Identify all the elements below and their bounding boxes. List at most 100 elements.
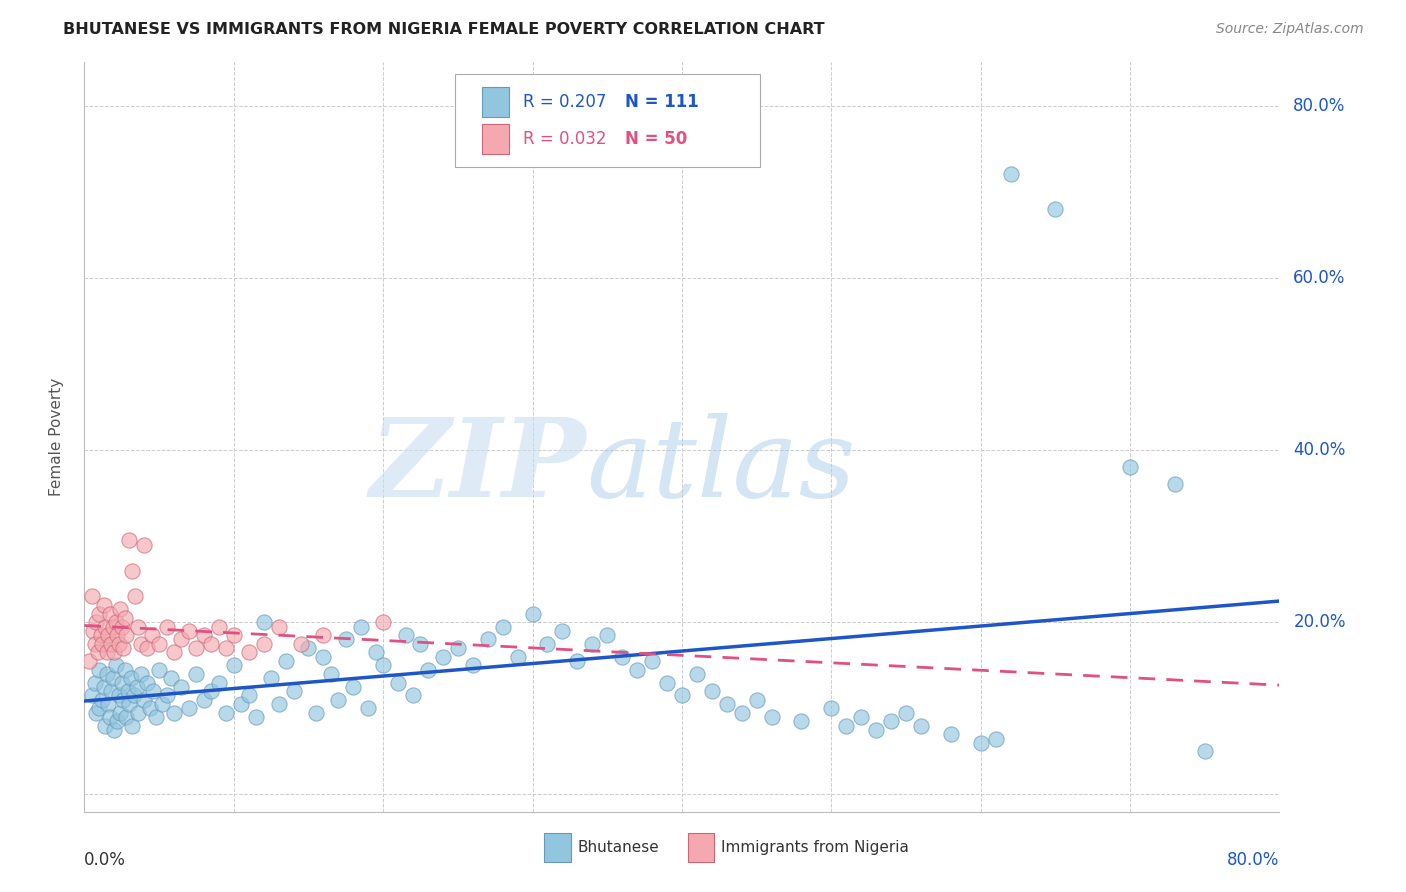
Point <box>208 619 231 633</box>
Point <box>83 675 105 690</box>
Point <box>89 607 111 621</box>
Point <box>238 689 260 703</box>
Point <box>567 654 589 668</box>
Point <box>163 645 186 659</box>
Point <box>136 675 159 690</box>
Point <box>1164 477 1187 491</box>
FancyBboxPatch shape <box>482 125 509 154</box>
Point <box>700 684 723 698</box>
Point <box>87 645 110 659</box>
Point <box>432 649 454 664</box>
Point <box>267 697 290 711</box>
Point <box>148 637 170 651</box>
Point <box>93 598 115 612</box>
Point <box>312 649 335 664</box>
Point <box>105 628 128 642</box>
Point <box>103 723 125 737</box>
Text: 80.0%: 80.0% <box>1227 851 1279 869</box>
Point <box>671 689 693 703</box>
Point <box>910 718 932 732</box>
Point <box>136 641 159 656</box>
Point <box>107 637 129 651</box>
Text: R = 0.032: R = 0.032 <box>523 130 606 148</box>
Point <box>86 706 108 720</box>
Point <box>98 607 121 621</box>
Point <box>118 533 141 548</box>
Point <box>231 697 253 711</box>
Text: 0.0%: 0.0% <box>84 851 127 869</box>
Point <box>215 706 238 720</box>
Text: 40.0%: 40.0% <box>1294 441 1346 459</box>
Point <box>80 590 103 604</box>
Point <box>89 663 111 677</box>
Point <box>461 658 484 673</box>
Point <box>98 710 121 724</box>
Point <box>101 619 124 633</box>
FancyBboxPatch shape <box>482 87 509 117</box>
Point <box>238 645 260 659</box>
Point <box>114 663 136 677</box>
Point <box>122 689 145 703</box>
Point <box>342 680 364 694</box>
Point <box>364 645 387 659</box>
Point <box>163 706 186 720</box>
Point <box>132 538 156 552</box>
Text: 80.0%: 80.0% <box>1294 96 1346 114</box>
Point <box>1045 202 1067 216</box>
Point <box>170 632 193 647</box>
Point <box>447 641 470 656</box>
Point <box>94 619 117 633</box>
Point <box>100 684 122 698</box>
Text: N = 111: N = 111 <box>624 93 699 111</box>
Point <box>104 658 127 673</box>
Point <box>312 628 335 642</box>
Point <box>83 637 105 651</box>
Point <box>1194 744 1216 758</box>
Point <box>851 710 873 724</box>
Point <box>200 637 222 651</box>
Point <box>117 684 139 698</box>
Point <box>745 692 768 706</box>
Point <box>551 624 574 638</box>
Point <box>91 692 114 706</box>
Point <box>477 632 499 647</box>
Point <box>305 706 328 720</box>
Point <box>91 637 114 651</box>
Point <box>761 710 783 724</box>
Point <box>129 667 152 681</box>
FancyBboxPatch shape <box>688 833 714 862</box>
Point <box>114 611 136 625</box>
Point <box>110 602 132 616</box>
Point <box>77 654 100 668</box>
Text: 20.0%: 20.0% <box>1294 613 1346 632</box>
Point <box>290 637 312 651</box>
Point <box>790 714 813 729</box>
Text: Immigrants from Nigeria: Immigrants from Nigeria <box>721 840 910 855</box>
Point <box>716 697 738 711</box>
Point <box>416 663 439 677</box>
Point <box>177 701 200 715</box>
Point <box>492 619 515 633</box>
Point <box>101 671 124 685</box>
Point <box>155 619 177 633</box>
Point <box>373 615 395 630</box>
Point <box>253 637 276 651</box>
Point <box>215 641 238 656</box>
Point <box>193 628 215 642</box>
Point <box>686 667 709 681</box>
Point <box>115 710 138 724</box>
Point <box>132 692 156 706</box>
Point <box>160 671 183 685</box>
Point <box>90 628 112 642</box>
Point <box>94 718 117 732</box>
Point <box>208 675 231 690</box>
Point <box>93 680 115 694</box>
Point <box>612 649 634 664</box>
Point <box>253 615 276 630</box>
Point <box>177 624 200 638</box>
Point <box>127 619 149 633</box>
Point <box>319 667 342 681</box>
Point <box>105 714 128 729</box>
Point <box>970 736 993 750</box>
Text: ZIP: ZIP <box>370 413 586 521</box>
